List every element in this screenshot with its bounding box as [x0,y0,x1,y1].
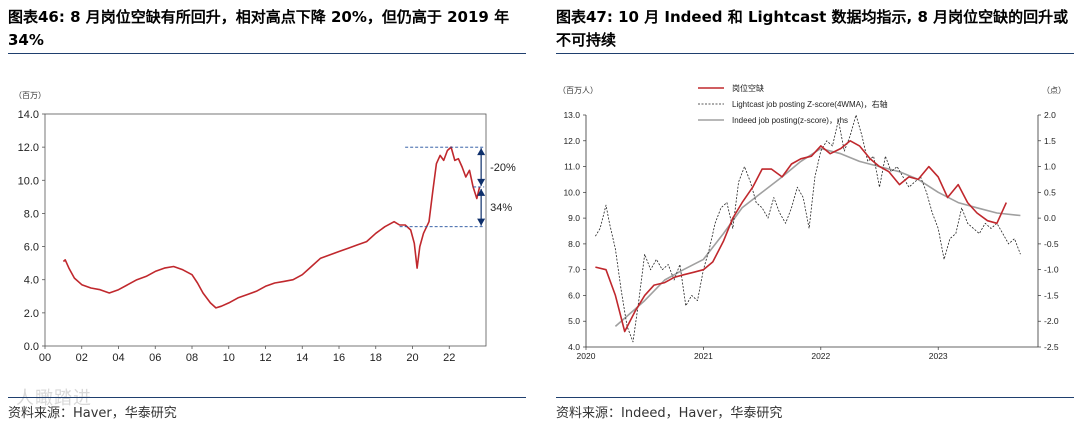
left-axis-unit: （百万人） [558,86,598,95]
y-tick-label: 8.0 [24,208,39,220]
y-tick-label: 7.0 [568,265,580,275]
x-tick-label: 22 [443,352,455,364]
y2-tick-label: -0.5 [1044,239,1059,249]
source-note: 资料来源：Indeed，Haver，华泰研究 [556,406,783,421]
x-tick-label: 2021 [694,351,713,361]
y-tick-label: 10.0 [18,175,39,187]
plot-frame [44,113,487,347]
y2-tick-label: -2.0 [1044,316,1059,326]
title-divider [556,53,1074,54]
x-tick-label: 02 [76,352,88,364]
x-tick-label: 08 [186,352,198,364]
x-tick-label: 04 [112,352,124,364]
y-tick-label: 4.0 [568,342,580,352]
x-tick-label: 2022 [811,351,830,361]
y-axis-unit: （百万） [14,91,46,100]
gap-arrow-head-down [477,218,486,226]
x-tick-label: 00 [39,352,51,364]
x-tick-label: 10 [223,352,235,364]
watermark-text: 人瞰踏进 [16,388,92,409]
x-tick-label: 12 [259,352,271,364]
x-tick-label: 2023 [929,351,948,361]
y2-tick-label: 1.0 [1044,162,1056,172]
indeed-zscore-line [614,147,1021,328]
y2-tick-label: -1.0 [1044,265,1059,275]
legend-label: Lightcast job posting Z-score(4WMA)，右轴 [732,99,888,109]
job-openings-chart: （百万） 0.0 2.0 4.0 6.0 8.0 10.0 12.0 14.0 00 02 04 06… [14,91,516,364]
x-tick-label: 2020 [577,351,596,361]
chart-panel-indeed-lightcast: 图表47: 10 月 Indeed 和 Lightcast 数据均指示, 8 月… [556,0,1076,424]
y-tick-label: 12.0 [18,142,39,154]
drop-arrow-head-down [477,178,486,186]
drop-arrow-head-up [477,148,486,156]
x-tick-label: 20 [406,352,418,364]
y-tick-label: 12.0 [563,136,580,146]
y-tick-label: 9.0 [568,213,580,223]
legend-label: Indeed job posting(z-score)，rhs [732,116,848,125]
y-tick-label: 14.0 [18,109,39,121]
right-axis-unit: （点） [1042,86,1066,95]
source-note: 资料来源：Haver，华泰研究 [8,406,177,421]
y2-tick-label: 2.0 [1044,110,1056,120]
y-tick-label: 13.0 [563,110,580,120]
annotation-label: 34% [490,202,512,214]
chart-title: 图表47: 10 月 Indeed 和 Lightcast 数据均指示, 8 月… [556,8,1069,49]
y2-tick-label: 0.5 [1044,187,1056,197]
y-tick-label: 11.0 [564,162,580,172]
y2-tick-label: 0.0 [1044,213,1056,223]
lightcast-zscore-line [595,114,1021,343]
y-tick-label: 6.0 [568,290,580,300]
y2-tick-label: -2.5 [1044,342,1059,352]
legend-label: 岗位空缺 [732,83,764,93]
y-tick-label: 5.0 [568,316,580,326]
annotation-label: -20% [490,162,516,174]
chart-panel-job-openings-drop: 图表46: 8 月岗位空缺有所回升，相对高点下降 20%，但仍高于 2019 年… [8,0,528,424]
y-tick-label: 2.0 [24,308,39,320]
y-tick-label: 0.0 [24,341,39,353]
source-divider [8,397,526,398]
y-tick-label: 10.0 [563,187,580,197]
y-tick-label: 4.0 [24,275,39,287]
source-divider [556,397,1074,398]
x-tick-label: 16 [333,352,345,364]
chart-title: 图表46: 8 月岗位空缺有所回升，相对高点下降 20%，但仍高于 2019 年… [8,8,510,49]
y-tick-label: 8.0 [568,239,580,249]
x-tick-label: 18 [370,352,382,364]
x-tick-label: 06 [149,352,161,364]
y-tick-label: 6.0 [24,242,39,254]
job-openings-line [595,140,1008,333]
y2-tick-label: -1.5 [1044,290,1059,300]
y2-tick-label: 1.5 [1044,136,1056,146]
gap-arrow-head-up [477,188,486,196]
title-divider [8,53,526,54]
x-tick-label: 14 [296,352,308,364]
indeed-lightcast-chart: （百万人） （点） 4.0 5.0 6.0 7.0 8.0 9.0 10.0 11.0 12.0… [558,83,1066,361]
job-openings-line [62,146,481,309]
